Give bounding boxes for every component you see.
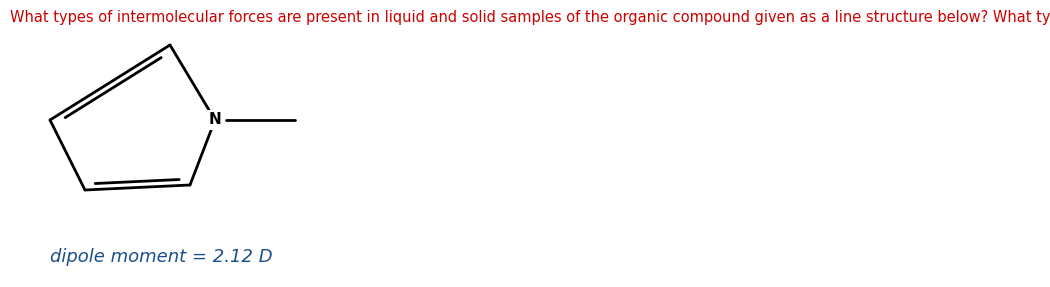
Text: N: N <box>209 113 222 127</box>
Text: dipole moment = 2.12 D: dipole moment = 2.12 D <box>50 248 273 266</box>
Text: What types of intermolecular forces are present in liquid and solid samples of t: What types of intermolecular forces are … <box>10 10 1050 25</box>
